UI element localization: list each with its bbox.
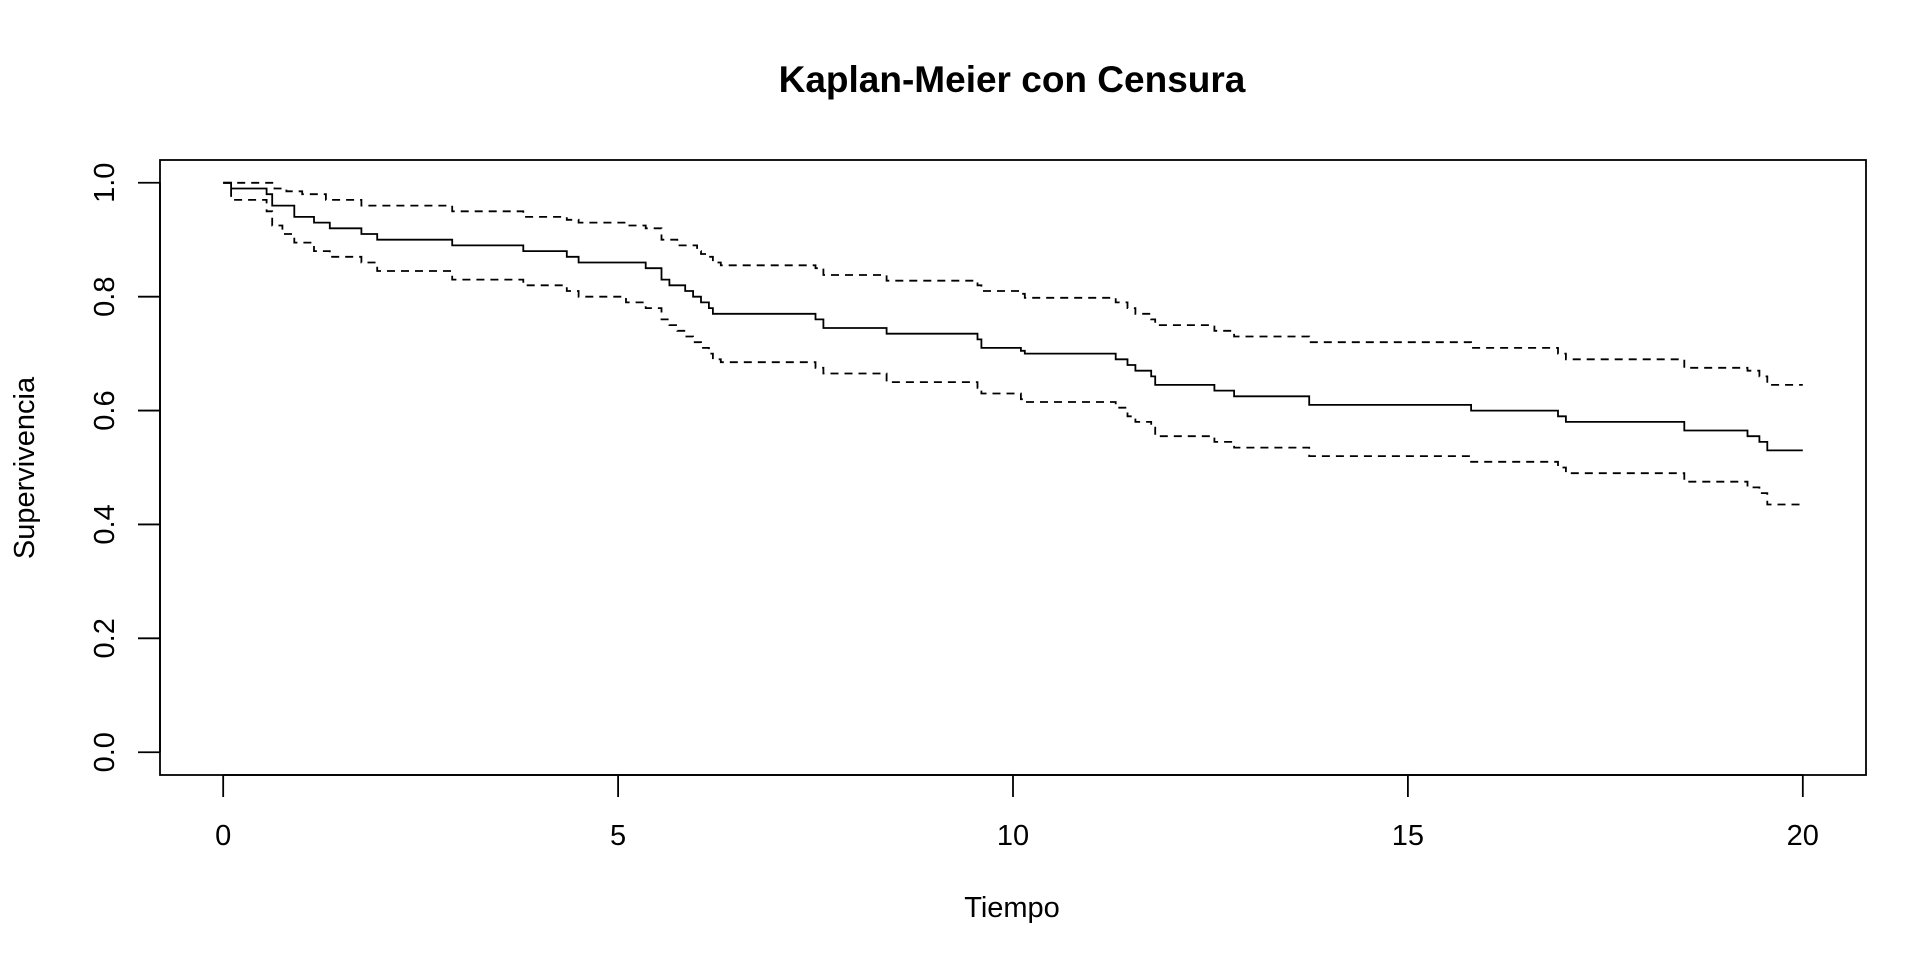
- x-tick-label: 15: [1392, 820, 1424, 852]
- x-axis-label: Tiempo: [964, 892, 1060, 924]
- survival-curve: [223, 181, 1803, 452]
- y-axis-label: Supervivencia: [9, 376, 41, 559]
- x-tick-label: 10: [997, 820, 1029, 852]
- lower-confidence-curve: [223, 181, 1803, 506]
- y-tick-label: 0.2: [89, 618, 121, 658]
- x-axis: 0 5 10 15 20: [215, 774, 1819, 852]
- y-tick-label: 0.4: [89, 504, 121, 544]
- chart-title: Kaplan-Meier con Censura: [779, 59, 1246, 100]
- x-tick-label: 0: [215, 820, 231, 852]
- y-tick-label: 0.8: [89, 277, 121, 317]
- y-axis: 0.0 0.2 0.4 0.6 0.8 1.0: [89, 163, 161, 772]
- x-tick-label: 5: [610, 820, 626, 852]
- y-tick-label: 1.0: [89, 163, 121, 203]
- survival-curves: [223, 181, 1803, 506]
- y-tick-label: 0.0: [89, 732, 121, 772]
- y-tick-label: 0.6: [89, 390, 121, 430]
- x-tick-label: 20: [1787, 820, 1819, 852]
